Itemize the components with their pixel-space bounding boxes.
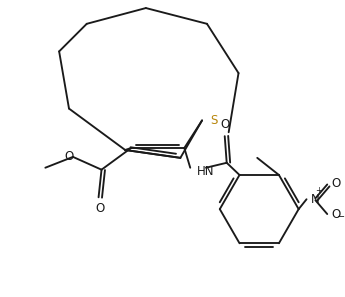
Text: S: S [210,114,217,127]
Text: O: O [65,150,74,163]
Text: +: + [315,186,322,195]
Text: O: O [220,118,229,131]
Text: −: − [337,212,345,222]
Text: O: O [331,208,341,221]
Text: O: O [95,202,104,215]
Text: HN: HN [197,165,215,178]
Text: N: N [310,193,319,206]
Text: O: O [331,177,341,190]
